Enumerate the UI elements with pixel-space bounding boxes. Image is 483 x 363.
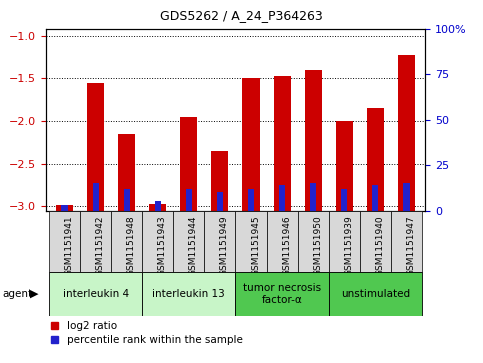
Bar (360, 211, 391, 272)
Bar (217, 192, 223, 211)
Bar (142, 272, 236, 316)
Bar (403, 183, 410, 211)
Text: GSM1151947: GSM1151947 (406, 216, 415, 276)
Bar (398, 54, 415, 211)
Bar (149, 204, 166, 211)
Text: GSM1151940: GSM1151940 (375, 216, 384, 276)
Text: GDS5262 / A_24_P364263: GDS5262 / A_24_P364263 (160, 9, 323, 22)
Bar (49, 272, 142, 316)
Text: GSM1151941: GSM1151941 (65, 216, 73, 276)
Bar (80, 211, 111, 272)
Text: agent: agent (2, 289, 32, 299)
Text: GSM1151949: GSM1151949 (220, 216, 229, 276)
Bar (372, 185, 378, 211)
Text: GSM1151946: GSM1151946 (282, 216, 291, 276)
Text: interleukin 13: interleukin 13 (153, 289, 225, 299)
Bar (248, 189, 254, 211)
Bar (336, 121, 353, 211)
Text: interleukin 4: interleukin 4 (62, 289, 128, 299)
Text: GSM1151944: GSM1151944 (189, 216, 198, 276)
Bar (93, 183, 99, 211)
Text: GSM1151939: GSM1151939 (344, 216, 353, 276)
Bar (118, 134, 135, 211)
Bar (111, 211, 142, 272)
Bar (56, 205, 73, 211)
Bar (329, 211, 360, 272)
Bar (142, 211, 173, 272)
Bar (49, 211, 80, 272)
Bar (186, 189, 192, 211)
Text: GSM1151950: GSM1151950 (313, 216, 322, 276)
Bar (204, 211, 236, 272)
Text: GSM1151945: GSM1151945 (251, 216, 260, 276)
Bar (173, 211, 204, 272)
Bar (212, 151, 228, 211)
Bar (236, 211, 267, 272)
Bar (298, 211, 329, 272)
Text: GSM1151942: GSM1151942 (96, 216, 105, 276)
Bar (180, 117, 198, 211)
Text: unstimulated: unstimulated (341, 289, 410, 299)
Bar (279, 185, 285, 211)
Bar (367, 108, 384, 211)
Text: tumor necrosis
factor-α: tumor necrosis factor-α (243, 283, 321, 305)
Bar (236, 272, 329, 316)
Bar (341, 189, 347, 211)
Bar (391, 211, 422, 272)
Bar (61, 205, 68, 211)
Text: ▶: ▶ (30, 289, 39, 299)
Bar (267, 211, 298, 272)
Text: GSM1151948: GSM1151948 (127, 216, 136, 276)
Bar (155, 201, 161, 211)
Bar (87, 83, 104, 211)
Bar (310, 183, 316, 211)
Bar (124, 189, 130, 211)
Bar (305, 70, 322, 211)
Bar (273, 76, 291, 211)
Bar (329, 272, 422, 316)
Bar (242, 78, 259, 211)
Legend: log2 ratio, percentile rank within the sample: log2 ratio, percentile rank within the s… (51, 321, 242, 345)
Text: GSM1151943: GSM1151943 (158, 216, 167, 276)
